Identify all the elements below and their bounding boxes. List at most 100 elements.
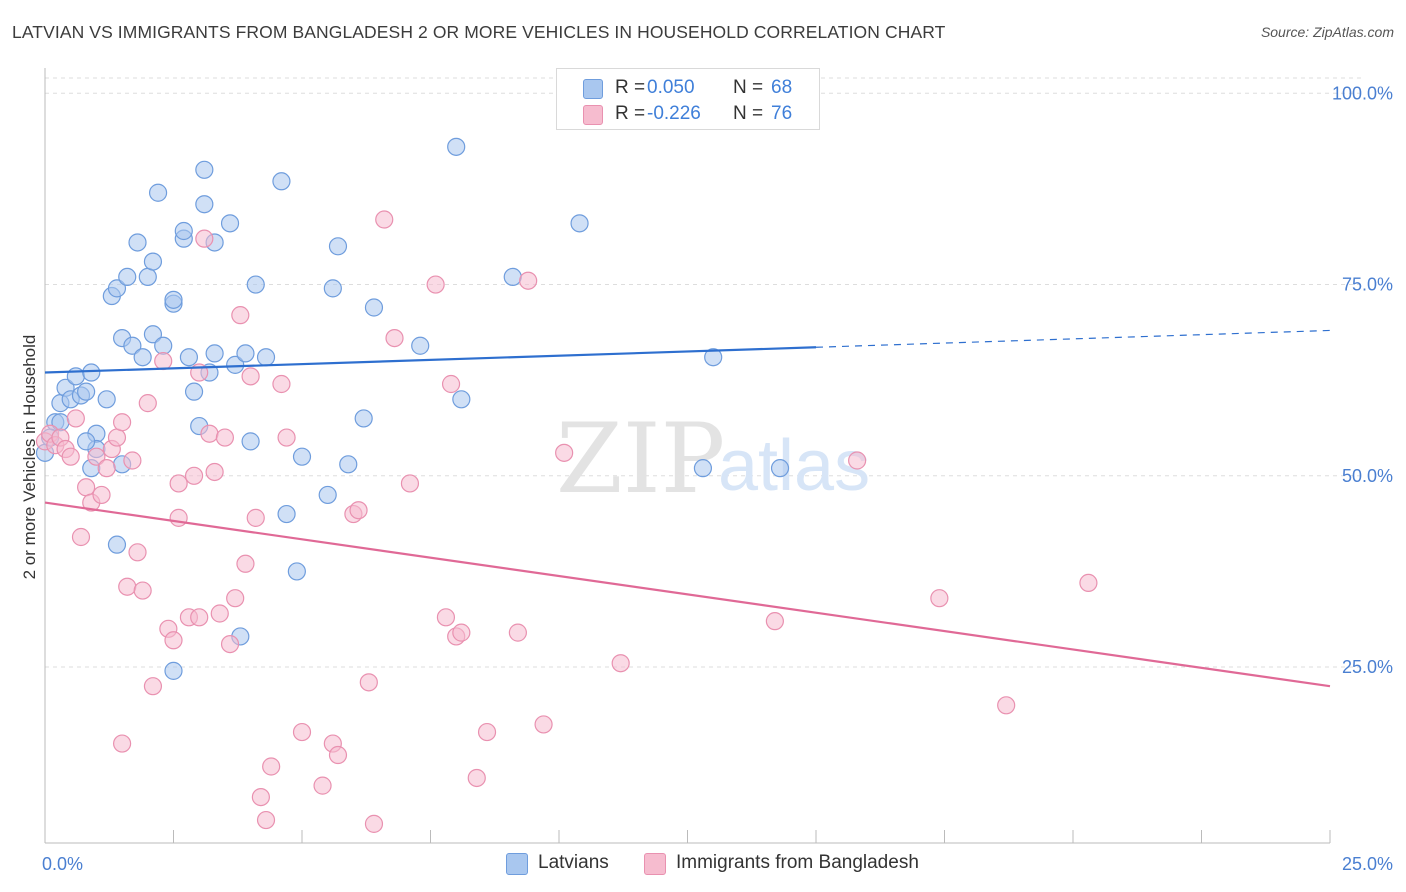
data-point <box>190 608 209 627</box>
data-point <box>519 271 538 290</box>
data-point <box>61 447 80 466</box>
data-point <box>143 252 163 271</box>
data-point <box>349 501 368 520</box>
data-point <box>318 485 337 505</box>
data-point <box>436 608 456 627</box>
data-point <box>375 210 394 229</box>
data-point <box>179 348 199 367</box>
data-point <box>205 462 224 482</box>
data-point <box>77 432 96 451</box>
data-point <box>292 447 312 466</box>
data-point <box>400 474 420 493</box>
data-point <box>107 535 127 554</box>
data-point <box>364 814 384 833</box>
data-point <box>133 581 152 600</box>
data-point <box>328 745 348 765</box>
data-point <box>246 508 265 527</box>
data-point <box>210 604 229 623</box>
data-point <box>107 279 127 298</box>
data-point <box>195 160 214 179</box>
data-point <box>138 394 157 413</box>
data-point <box>452 623 471 642</box>
n-label: N = <box>733 77 764 98</box>
data-point <box>174 221 193 241</box>
data-point <box>77 382 96 401</box>
data-point <box>82 363 101 382</box>
data-point <box>508 623 527 642</box>
data-point <box>128 543 147 562</box>
chart-title: LATVIAN VS IMMIGRANTS FROM BANGLADESH 2 … <box>12 22 946 42</box>
latvians-swatch-icon <box>506 853 528 875</box>
data-point <box>246 275 265 294</box>
data-point <box>277 428 296 447</box>
series-legend: Latvians Immigrants from Bangladesh <box>0 850 1406 878</box>
data-point <box>241 432 260 451</box>
y-axis-label: 2 or more Vehicles in Household <box>20 335 39 580</box>
data-point <box>997 696 1016 715</box>
data-point <box>112 413 132 432</box>
data-point <box>277 504 296 524</box>
n-label: N = <box>733 103 764 124</box>
data-point <box>503 267 522 286</box>
data-point <box>138 267 157 286</box>
data-point <box>441 374 461 394</box>
data-point <box>133 348 152 367</box>
data-point <box>426 275 445 294</box>
y-tick-label: 25.0% <box>1342 657 1393 677</box>
data-point <box>169 474 188 493</box>
legend-row-latvians: R = 0.050 N = 68 <box>557 75 819 101</box>
data-point <box>226 589 245 608</box>
data-point <box>123 451 142 470</box>
data-point <box>220 634 240 654</box>
latvians-trend-extension <box>815 329 1331 348</box>
trend-lines <box>44 329 1331 688</box>
data-point <box>256 810 276 830</box>
data-point <box>364 298 384 317</box>
data-point <box>477 722 497 742</box>
data-point <box>92 485 111 505</box>
legend-row-bangladesh: R = -0.226 N = 76 <box>557 101 819 127</box>
data-point <box>154 336 173 355</box>
data-point <box>205 344 224 363</box>
data-point <box>128 233 147 252</box>
bangladesh-points <box>35 210 1098 833</box>
data-point <box>143 325 163 344</box>
data-point <box>287 562 306 581</box>
x-tick-label-max: 25.0% <box>1342 854 1393 874</box>
n-value: 76 <box>771 103 793 124</box>
data-point <box>555 443 574 462</box>
data-point <box>272 172 291 191</box>
data-point <box>231 306 250 325</box>
data-point <box>236 554 255 573</box>
data-point <box>164 631 183 650</box>
r-value: -0.226 <box>647 103 701 124</box>
data-point <box>693 459 713 478</box>
data-point <box>123 336 142 355</box>
data-point <box>220 214 240 233</box>
data-point <box>148 183 168 202</box>
data-point <box>328 237 348 256</box>
data-point <box>704 348 723 367</box>
latvians-trend-line <box>44 346 817 374</box>
bangladesh-swatch-icon <box>644 853 666 875</box>
data-point <box>97 390 116 409</box>
stats-legend: R = 0.050 N = 68 R = -0.226 N = 76 <box>556 68 820 130</box>
data-point <box>272 374 291 394</box>
bangladesh-swatch-icon <box>583 105 603 125</box>
data-point <box>385 329 404 348</box>
grid-lines <box>45 77 1365 668</box>
data-point <box>112 734 132 753</box>
data-point <box>292 722 312 742</box>
legend-label: Immigrants from Bangladesh <box>676 852 919 873</box>
r-value: 0.050 <box>647 77 695 98</box>
data-point <box>930 589 949 608</box>
data-point <box>87 447 106 466</box>
bangladesh-trend-line <box>44 501 1331 688</box>
data-point <box>570 214 589 233</box>
data-point <box>447 137 466 156</box>
data-point <box>107 428 127 447</box>
data-point <box>354 409 373 428</box>
data-point <box>452 390 471 409</box>
r-label: R = <box>615 77 646 98</box>
